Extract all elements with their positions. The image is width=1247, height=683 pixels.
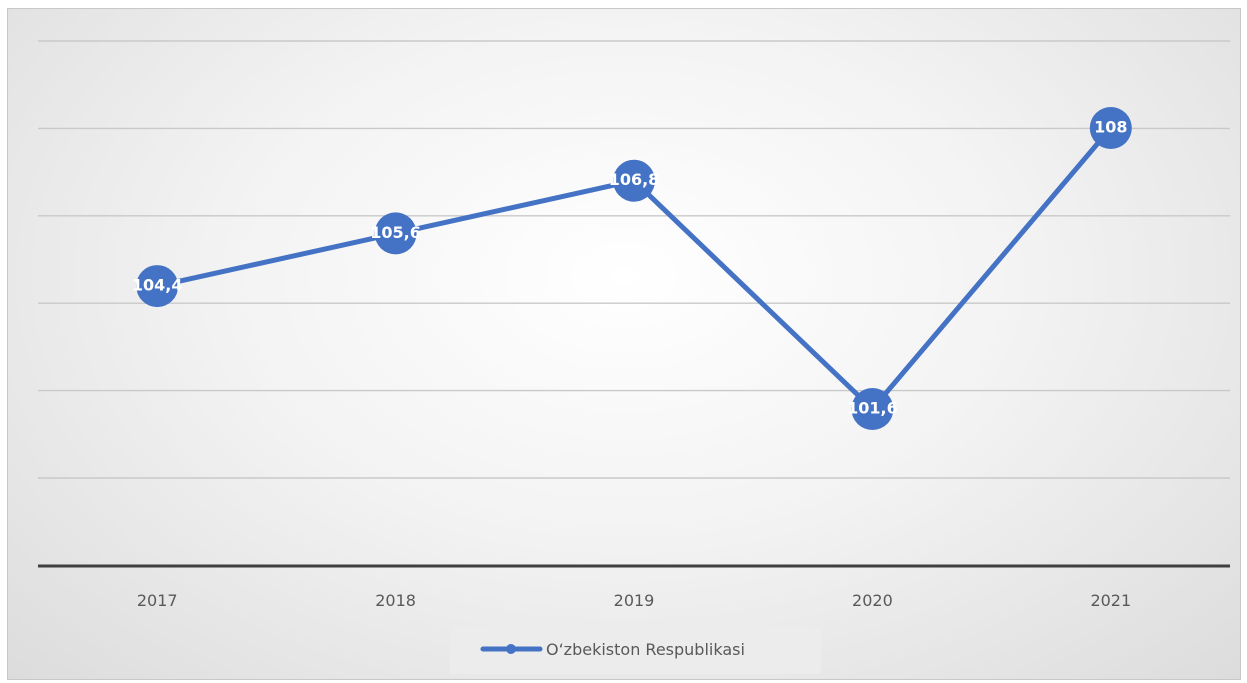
gridlines <box>38 40 1230 479</box>
legend: O‘zbekiston Respublikasi <box>450 627 821 674</box>
x-tick-label: 2021 <box>1090 591 1131 610</box>
data-label: 104,4 <box>132 276 183 295</box>
x-axis-tick-labels: 2017 2018 2019 2020 2021 <box>137 591 1131 610</box>
data-markers <box>136 107 1132 430</box>
data-point-marker <box>374 212 417 255</box>
x-tick-label: 2019 <box>614 591 655 610</box>
line-chart: 104,4 105,6 106,8 101,6 108 2017 2018 2019 2020… <box>38 40 1230 674</box>
data-label: 101,6 <box>847 399 898 418</box>
x-tick-label: 2017 <box>137 591 178 610</box>
data-labels: 104,4 105,6 106,8 101,6 108 <box>132 118 1128 418</box>
chart-area: 104,4 105,6 106,8 101,6 108 2017 2018 2019 2020… <box>7 8 1241 680</box>
data-label: 106,8 <box>609 170 660 189</box>
legend-series-label: O‘zbekiston Respublikasi <box>546 640 745 659</box>
data-point-marker <box>1089 107 1132 149</box>
x-tick-label: 2020 <box>852 591 893 610</box>
data-label: 105,6 <box>370 223 421 242</box>
x-tick-label: 2018 <box>375 591 416 610</box>
data-point-marker <box>136 265 179 308</box>
data-point-marker <box>851 388 894 430</box>
data-label: 108 <box>1094 118 1127 137</box>
data-point-marker <box>613 159 655 202</box>
legend-series-marker <box>506 644 516 654</box>
